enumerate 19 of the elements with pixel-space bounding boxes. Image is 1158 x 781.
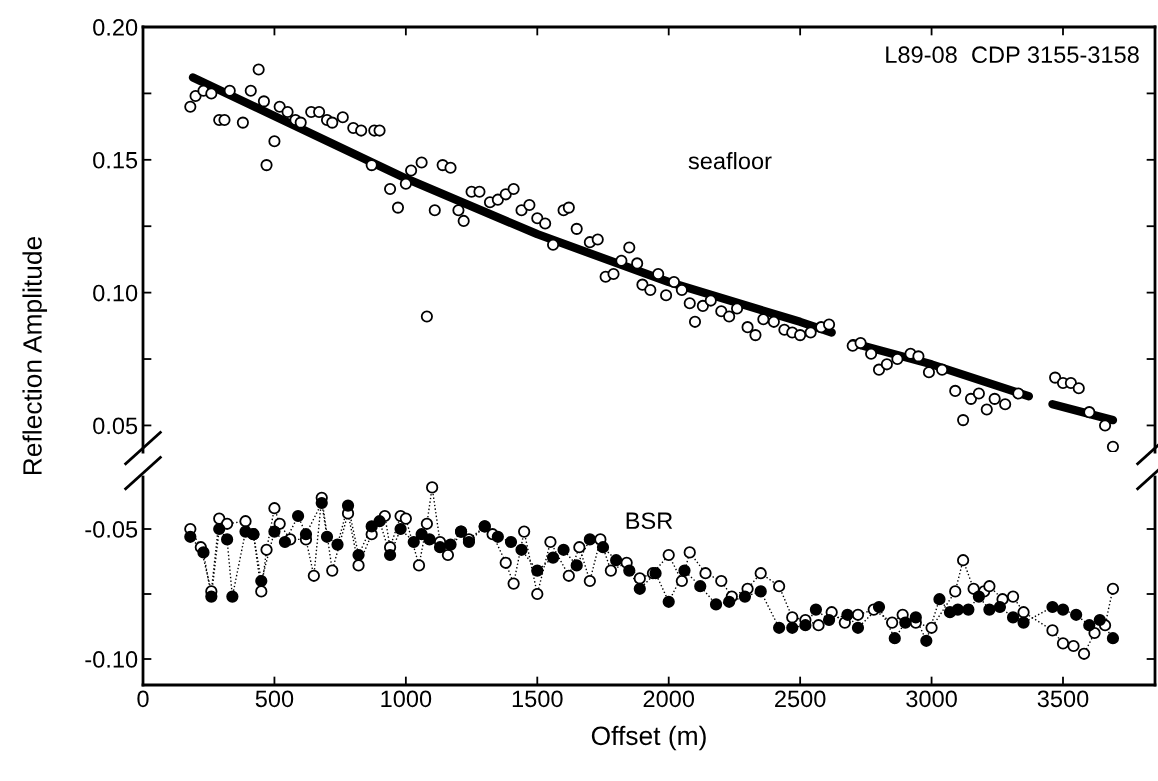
y-tick-label: -0.10 xyxy=(85,651,138,668)
y-tick-label: -0.05 xyxy=(85,521,138,538)
x-tick-label: 1500 xyxy=(512,690,563,708)
y-axis-title: Reflection Amplitude xyxy=(22,236,48,475)
x-tick-label: 2000 xyxy=(643,690,695,708)
x-tick-label: 0 xyxy=(137,690,149,708)
y-tick-label: 0.05 xyxy=(93,417,138,435)
x-tick-label: 1000 xyxy=(381,690,432,708)
annotation: BSR xyxy=(626,512,673,530)
x-tick-label: 3500 xyxy=(1037,690,1089,708)
y-tick-label: 0.20 xyxy=(93,19,138,36)
y-tick-label: 0.15 xyxy=(93,151,138,169)
x-tick-label: 3000 xyxy=(906,690,957,708)
annotation: L89-08 CDP 3155-3158 xyxy=(886,46,1139,64)
annotation: seafloor xyxy=(688,151,772,170)
x-tick-label: 500 xyxy=(255,690,294,708)
x-tick-label: 2500 xyxy=(775,690,826,708)
x-axis-title: Offset (m) xyxy=(591,725,706,751)
y-tick-label: 0.10 xyxy=(93,284,138,302)
